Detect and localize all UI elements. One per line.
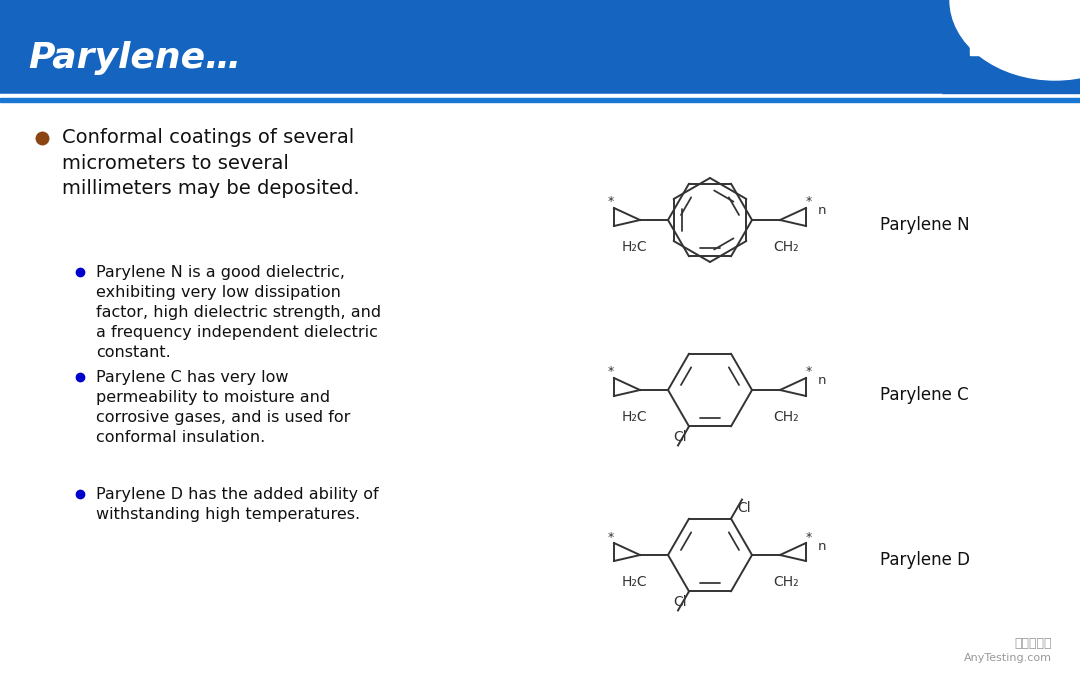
Text: n: n bbox=[818, 205, 826, 217]
Text: n: n bbox=[818, 539, 826, 553]
Text: CH₂: CH₂ bbox=[773, 240, 799, 254]
Text: 嘉峪检测网: 嘉峪检测网 bbox=[1014, 637, 1052, 650]
Text: *: * bbox=[806, 531, 812, 543]
Text: CH₂: CH₂ bbox=[773, 575, 799, 589]
Bar bbox=[0, 0, 1080, 93]
Text: Parylene N is a good dielectric,
exhibiting very low dissipation
factor, high di: Parylene N is a good dielectric, exhibit… bbox=[96, 265, 381, 360]
Text: Cl: Cl bbox=[738, 501, 751, 514]
Text: *: * bbox=[806, 196, 812, 209]
Text: *: * bbox=[608, 196, 615, 209]
Text: AnyTesting.com: AnyTesting.com bbox=[964, 653, 1052, 663]
Text: Parylene C has very low
permeability to moisture and
corrosive gases, and is use: Parylene C has very low permeability to … bbox=[96, 370, 350, 445]
Text: *: * bbox=[608, 365, 615, 379]
Bar bbox=[0, 98, 1080, 102]
Text: Cl: Cl bbox=[673, 431, 687, 444]
Text: H₂C: H₂C bbox=[621, 410, 647, 424]
Text: H₂C: H₂C bbox=[621, 575, 647, 589]
Bar bbox=[970, 0, 1080, 55]
Text: CH₂: CH₂ bbox=[773, 410, 799, 424]
Text: Parylene C: Parylene C bbox=[880, 386, 969, 404]
Text: Cl: Cl bbox=[673, 595, 687, 610]
Ellipse shape bbox=[950, 0, 1080, 80]
Text: Parylene D: Parylene D bbox=[880, 551, 970, 569]
Text: *: * bbox=[806, 365, 812, 379]
Text: Parylene N: Parylene N bbox=[880, 216, 970, 234]
Text: H₂C: H₂C bbox=[621, 240, 647, 254]
Text: *: * bbox=[608, 531, 615, 543]
Text: n: n bbox=[818, 375, 826, 387]
Text: Parylene D has the added ability of
withstanding high temperatures.: Parylene D has the added ability of with… bbox=[96, 487, 379, 522]
Text: Conformal coatings of several
micrometers to several
millimeters may be deposite: Conformal coatings of several micrometer… bbox=[62, 128, 360, 198]
Text: Parylene…: Parylene… bbox=[28, 41, 241, 75]
